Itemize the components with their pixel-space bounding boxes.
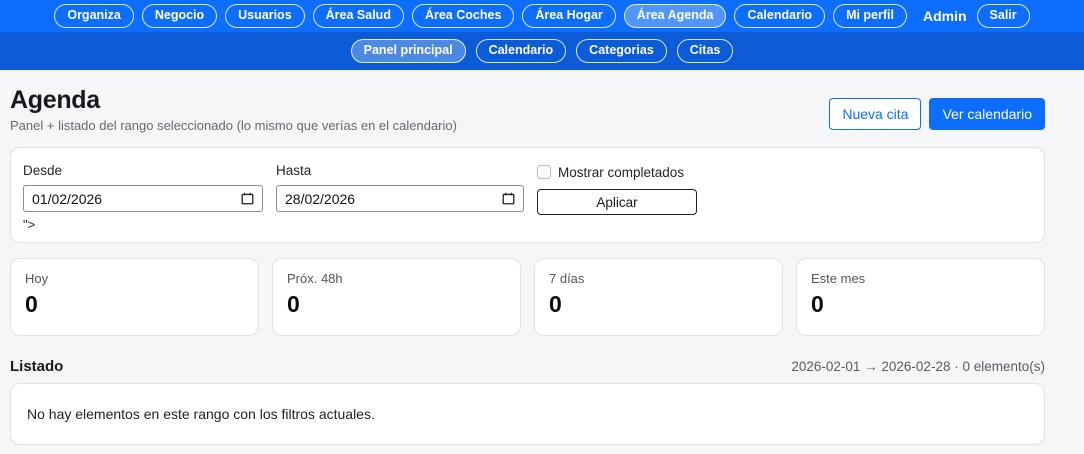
listing-range-meta: 2026-02-01 → 2026-02-28 · 0 elemento(s) bbox=[791, 359, 1045, 374]
to-date-label: Hasta bbox=[276, 163, 312, 178]
nav-item-usuarios[interactable]: Usuarios bbox=[225, 3, 305, 29]
nav-item-organiza[interactable]: Organiza bbox=[54, 3, 134, 29]
listing-header: Listado 2026-02-01 → 2026-02-28 · 0 elem… bbox=[10, 358, 1045, 375]
stat-card-7-dias: 7 días 0 bbox=[534, 258, 783, 336]
stat-value: 0 bbox=[549, 291, 562, 317]
stat-card-hoy: Hoy 0 bbox=[10, 258, 259, 336]
logout-button[interactable]: Salir bbox=[976, 3, 1030, 29]
stat-value: 0 bbox=[25, 291, 38, 317]
page-subtitle: Panel + listado del rango seleccionado (… bbox=[10, 118, 457, 133]
from-date-value: 01/02/2026 bbox=[32, 190, 103, 207]
stat-label: Este mes bbox=[811, 271, 866, 286]
subnav-item-categorias[interactable]: Categorias bbox=[576, 38, 667, 64]
top-navbar: Organiza Negocio Usuarios Área Salud Áre… bbox=[0, 0, 1084, 32]
subnav-item-panel-principal[interactable]: Panel principal bbox=[350, 38, 466, 64]
nav-item-area-agenda[interactable]: Área Agenda bbox=[623, 3, 727, 29]
to-date-value: 28/02/2026 bbox=[285, 190, 356, 207]
filters-card: Desde 01/02/2026 "> Hasta 28/02/2026 bbox=[10, 147, 1045, 243]
main-content: Agenda Panel + listado del rango selecci… bbox=[10, 86, 1045, 445]
nav-item-area-salud[interactable]: Área Salud bbox=[312, 3, 404, 29]
apply-filters-button[interactable]: Aplicar bbox=[537, 189, 697, 215]
empty-message: No hay elementos en este rango con los f… bbox=[27, 406, 375, 422]
page-title: Agenda bbox=[10, 86, 100, 114]
from-date-input[interactable]: 01/02/2026 bbox=[23, 185, 263, 212]
listing-title: Listado bbox=[10, 358, 64, 375]
stray-template-text: "> bbox=[23, 217, 36, 232]
nav-item-area-coches[interactable]: Área Coches bbox=[411, 3, 515, 29]
subnav-item-calendario[interactable]: Calendario bbox=[475, 38, 567, 64]
show-completed-label: Mostrar completados bbox=[558, 164, 685, 180]
nav-item-mi-perfil[interactable]: Mi perfil bbox=[833, 3, 907, 29]
stat-value: 0 bbox=[287, 291, 300, 317]
stats-row: Hoy 0 Próx. 48h 0 7 días 0 Este mes 0 bbox=[10, 258, 1045, 336]
new-appointment-button[interactable]: Nueva cita bbox=[829, 98, 922, 131]
page-header: Agenda Panel + listado del rango selecci… bbox=[10, 86, 1045, 133]
stat-label: 7 días bbox=[549, 271, 585, 286]
show-completed-row: Mostrar completados bbox=[537, 164, 697, 180]
stat-card-este-mes: Este mes 0 bbox=[796, 258, 1045, 336]
nav-item-negocio[interactable]: Negocio bbox=[141, 3, 218, 29]
nav-item-calendario[interactable]: Calendario bbox=[734, 3, 826, 29]
current-user-label: Admin bbox=[922, 8, 967, 24]
stat-label: Próx. 48h bbox=[287, 271, 343, 286]
calendar-icon[interactable] bbox=[502, 192, 515, 205]
view-calendar-button[interactable]: Ver calendario bbox=[929, 98, 1045, 131]
to-date-input[interactable]: 28/02/2026 bbox=[276, 185, 524, 212]
sub-navbar: Panel principal Calendario Categorias Ci… bbox=[0, 32, 1084, 70]
nav-item-area-hogar[interactable]: Área Hogar bbox=[522, 3, 616, 29]
show-completed-checkbox[interactable] bbox=[537, 165, 551, 179]
from-date-label: Desde bbox=[23, 163, 63, 178]
subnav-item-citas[interactable]: Citas bbox=[676, 38, 734, 64]
stat-value: 0 bbox=[811, 291, 824, 317]
stat-label: Hoy bbox=[25, 271, 49, 286]
stat-card-prox-48h: Próx. 48h 0 bbox=[272, 258, 521, 336]
calendar-icon[interactable] bbox=[241, 192, 254, 205]
empty-listing-card: No hay elementos en este rango con los f… bbox=[10, 383, 1045, 445]
